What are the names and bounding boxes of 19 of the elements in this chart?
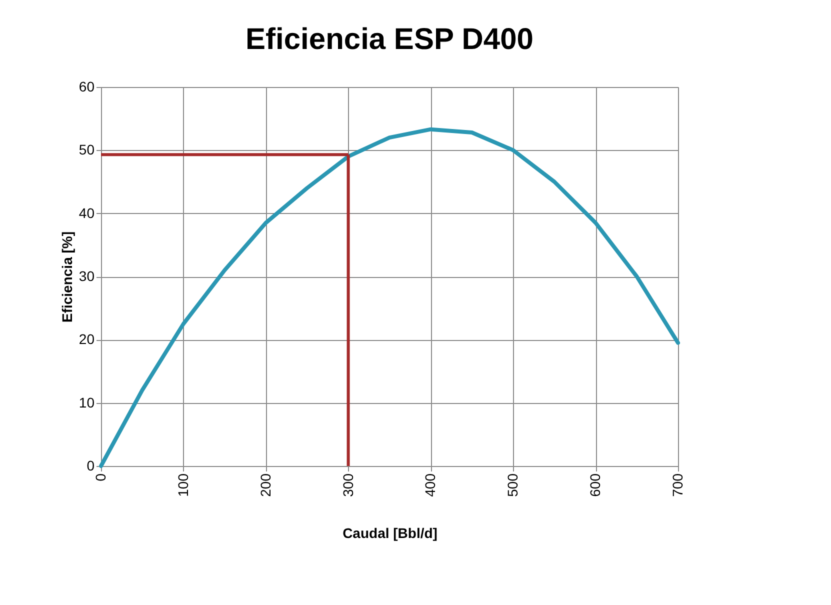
y-tick-label: 40 [78,204,95,221]
x-tick-label: 500 [504,473,521,497]
x-tick-label: 600 [587,473,604,497]
y-tick-label: 30 [78,268,95,284]
x-tick-label: 700 [670,473,686,497]
chart-title: Eficiencia ESP D400 [246,23,534,56]
line-series [99,127,680,468]
y-axis-title: Eficiencia [%] [58,231,75,323]
x-tick-label: 300 [340,473,356,497]
y-tick-label: 0 [86,458,95,474]
x-tick-label: 400 [422,473,438,497]
x-tick-label: 0 [92,473,108,482]
x-axis-title: Caudal [Bbl/d] [342,524,438,541]
y-tick-label: 50 [78,142,95,158]
y-tick-label: 20 [78,331,95,348]
y-tick-label: 60 [78,78,95,94]
y-tick-label: 10 [78,394,95,410]
x-tick-label: 100 [174,473,191,497]
x-tick-label: 200 [257,473,274,497]
